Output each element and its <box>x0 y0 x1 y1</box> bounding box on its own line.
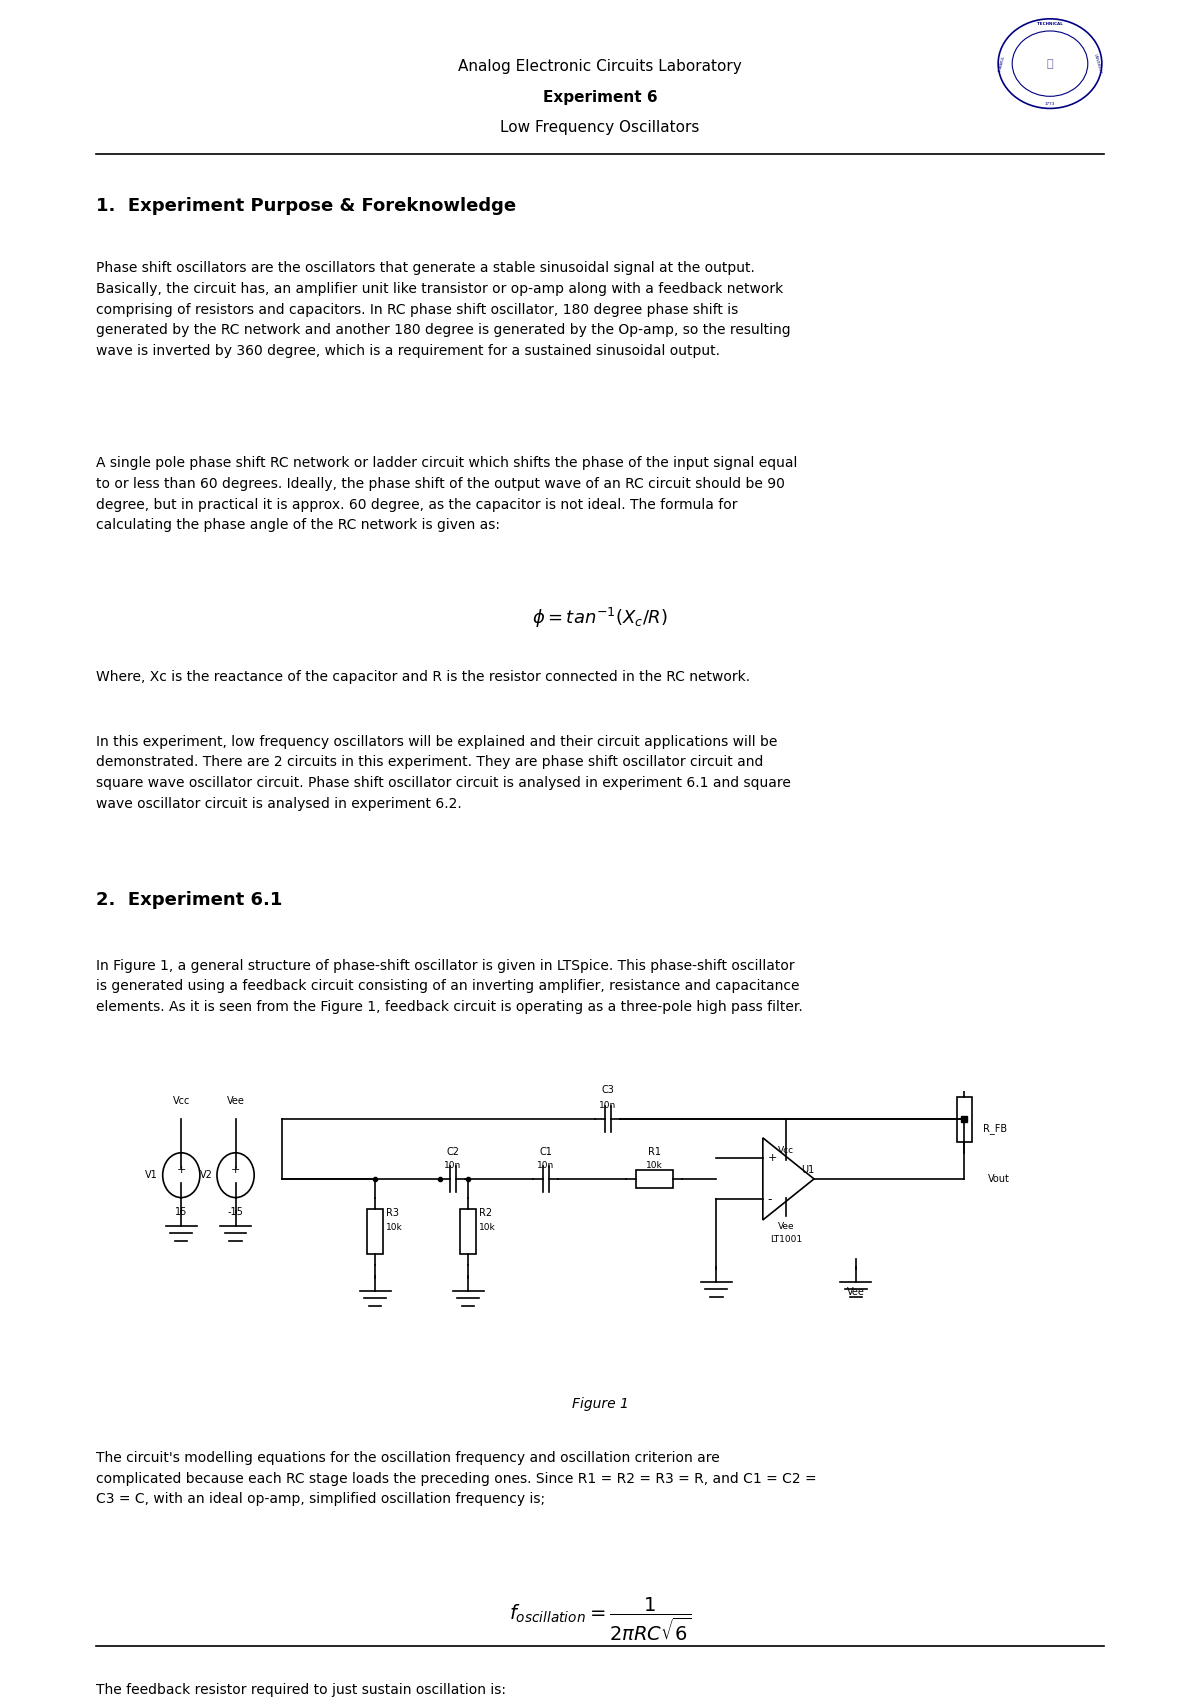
Text: Phase shift oscillators are the oscillators that generate a stable sinusoidal si: Phase shift oscillators are the oscillat… <box>96 261 791 358</box>
Text: C2: C2 <box>446 1147 460 1157</box>
Text: C3: C3 <box>601 1084 614 1095</box>
Bar <box>956 1096 972 1142</box>
Text: Vout: Vout <box>988 1174 1009 1185</box>
Bar <box>367 1208 383 1254</box>
Text: 2.  Experiment 6.1: 2. Experiment 6.1 <box>96 891 282 910</box>
Text: UNIVERSITY: UNIVERSITY <box>1093 53 1102 75</box>
Text: V2: V2 <box>199 1171 212 1179</box>
Text: Experiment 6: Experiment 6 <box>542 90 658 105</box>
Text: $\phi = tan^{-1}(X_c/R)$: $\phi = tan^{-1}(X_c/R)$ <box>532 606 668 630</box>
Text: 10k: 10k <box>479 1224 496 1232</box>
Text: 10n: 10n <box>599 1101 617 1110</box>
Text: Vcc: Vcc <box>173 1096 190 1106</box>
Text: A single pole phase shift RC network or ladder circuit which shifts the phase of: A single pole phase shift RC network or … <box>96 456 797 533</box>
Text: The circuit's modelling equations for the oscillation frequency and oscillation : The circuit's modelling equations for th… <box>96 1451 817 1507</box>
Text: +: + <box>176 1164 186 1174</box>
Text: ISTANBUL: ISTANBUL <box>998 54 1007 73</box>
Text: $f_{oscillation} = \dfrac{1}{2\pi RC\sqrt{6}}$: $f_{oscillation} = \dfrac{1}{2\pi RC\sqr… <box>509 1595 691 1643</box>
Text: Figure 1: Figure 1 <box>571 1397 629 1410</box>
Text: 15: 15 <box>175 1207 187 1217</box>
Text: R3: R3 <box>386 1208 398 1217</box>
Text: Vcc: Vcc <box>778 1145 794 1154</box>
Text: V1: V1 <box>145 1171 158 1179</box>
Text: 1.  Experiment Purpose & Foreknowledge: 1. Experiment Purpose & Foreknowledge <box>96 197 516 216</box>
Text: 1773: 1773 <box>1045 102 1055 105</box>
Text: +: + <box>768 1154 776 1164</box>
Text: Analog Electronic Circuits Laboratory: Analog Electronic Circuits Laboratory <box>458 59 742 75</box>
Text: 10k: 10k <box>386 1224 403 1232</box>
Text: U1: U1 <box>802 1164 815 1174</box>
Text: +: + <box>230 1164 240 1174</box>
Text: Vee: Vee <box>227 1096 245 1106</box>
Text: 10k: 10k <box>646 1161 662 1169</box>
Text: 10n: 10n <box>538 1161 554 1169</box>
Bar <box>636 1169 673 1188</box>
Text: Vee: Vee <box>778 1222 794 1230</box>
Bar <box>461 1208 476 1254</box>
Text: R1: R1 <box>648 1147 661 1157</box>
Text: -: - <box>768 1193 772 1207</box>
Text: C1: C1 <box>539 1147 552 1157</box>
Text: In Figure 1, a general structure of phase-shift oscillator is given in LTSpice. : In Figure 1, a general structure of phas… <box>96 959 803 1015</box>
Text: -15: -15 <box>228 1207 244 1217</box>
Text: Vee: Vee <box>847 1288 865 1297</box>
Text: Where, Xc is the reactance of the capacitor and R is the resistor connected in t: Where, Xc is the reactance of the capaci… <box>96 670 750 684</box>
Text: 🦅: 🦅 <box>1046 59 1054 68</box>
Text: In this experiment, low frequency oscillators will be explained and their circui: In this experiment, low frequency oscill… <box>96 735 791 811</box>
Text: 10n: 10n <box>444 1161 461 1169</box>
Text: Low Frequency Oscillators: Low Frequency Oscillators <box>500 120 700 136</box>
Text: R2: R2 <box>479 1208 492 1217</box>
Text: R_FB: R_FB <box>983 1123 1007 1134</box>
Text: The feedback resistor required to just sustain oscillation is:: The feedback resistor required to just s… <box>96 1683 506 1697</box>
Text: TECHNICAL: TECHNICAL <box>1037 22 1063 25</box>
Text: LT1001: LT1001 <box>770 1235 802 1244</box>
